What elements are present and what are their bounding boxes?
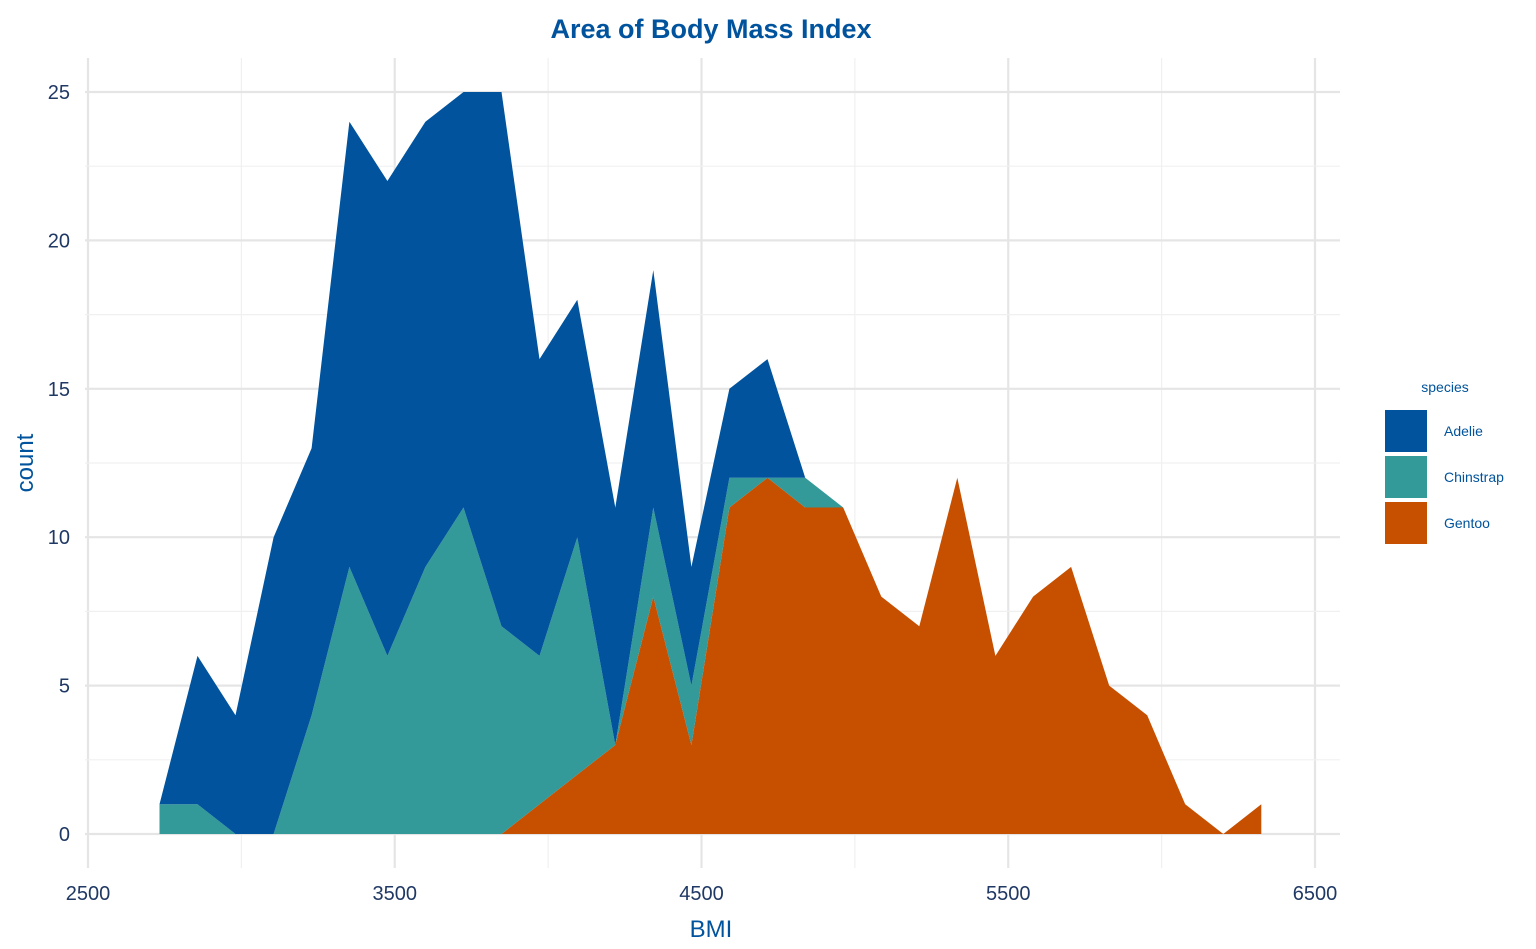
y-tick-label: 10 bbox=[48, 527, 70, 549]
area-gentoo bbox=[159, 477, 1262, 834]
x-tick-label: 2500 bbox=[66, 883, 111, 905]
legend: species Adelie Chinstrap Gentoo bbox=[1385, 379, 1504, 544]
x-tick-label: 4500 bbox=[679, 883, 724, 905]
legend-label-gentoo: Gentoo bbox=[1444, 515, 1490, 531]
x-axis-title: BMI bbox=[690, 916, 733, 943]
x-tick-label: 5500 bbox=[986, 883, 1031, 905]
y-axis-ticks: 0 5 10 15 20 25 bbox=[48, 82, 70, 846]
legend-swatch-adelie bbox=[1385, 410, 1427, 452]
x-tick-label: 6500 bbox=[1293, 883, 1338, 905]
legend-swatch-gentoo bbox=[1385, 502, 1427, 544]
area-layers bbox=[159, 92, 1262, 834]
y-tick-label: 0 bbox=[59, 824, 70, 846]
y-axis-title: count bbox=[12, 433, 39, 492]
y-tick-label: 15 bbox=[48, 379, 70, 401]
legend-swatch-chinstrap bbox=[1385, 456, 1427, 498]
chart-title: Area of Body Mass Index bbox=[550, 14, 871, 44]
y-tick-label: 5 bbox=[59, 676, 70, 698]
legend-label-chinstrap: Chinstrap bbox=[1444, 469, 1504, 485]
y-tick-label: 20 bbox=[48, 230, 70, 252]
area-chinstrap bbox=[159, 477, 1262, 834]
x-tick-label: 3500 bbox=[373, 883, 418, 905]
area-adelie bbox=[159, 92, 1262, 834]
x-axis-ticks: 2500 3500 4500 5500 6500 bbox=[66, 883, 1338, 905]
legend-label-adelie: Adelie bbox=[1444, 423, 1483, 439]
legend-title: species bbox=[1421, 379, 1468, 395]
y-tick-label: 25 bbox=[48, 82, 70, 104]
